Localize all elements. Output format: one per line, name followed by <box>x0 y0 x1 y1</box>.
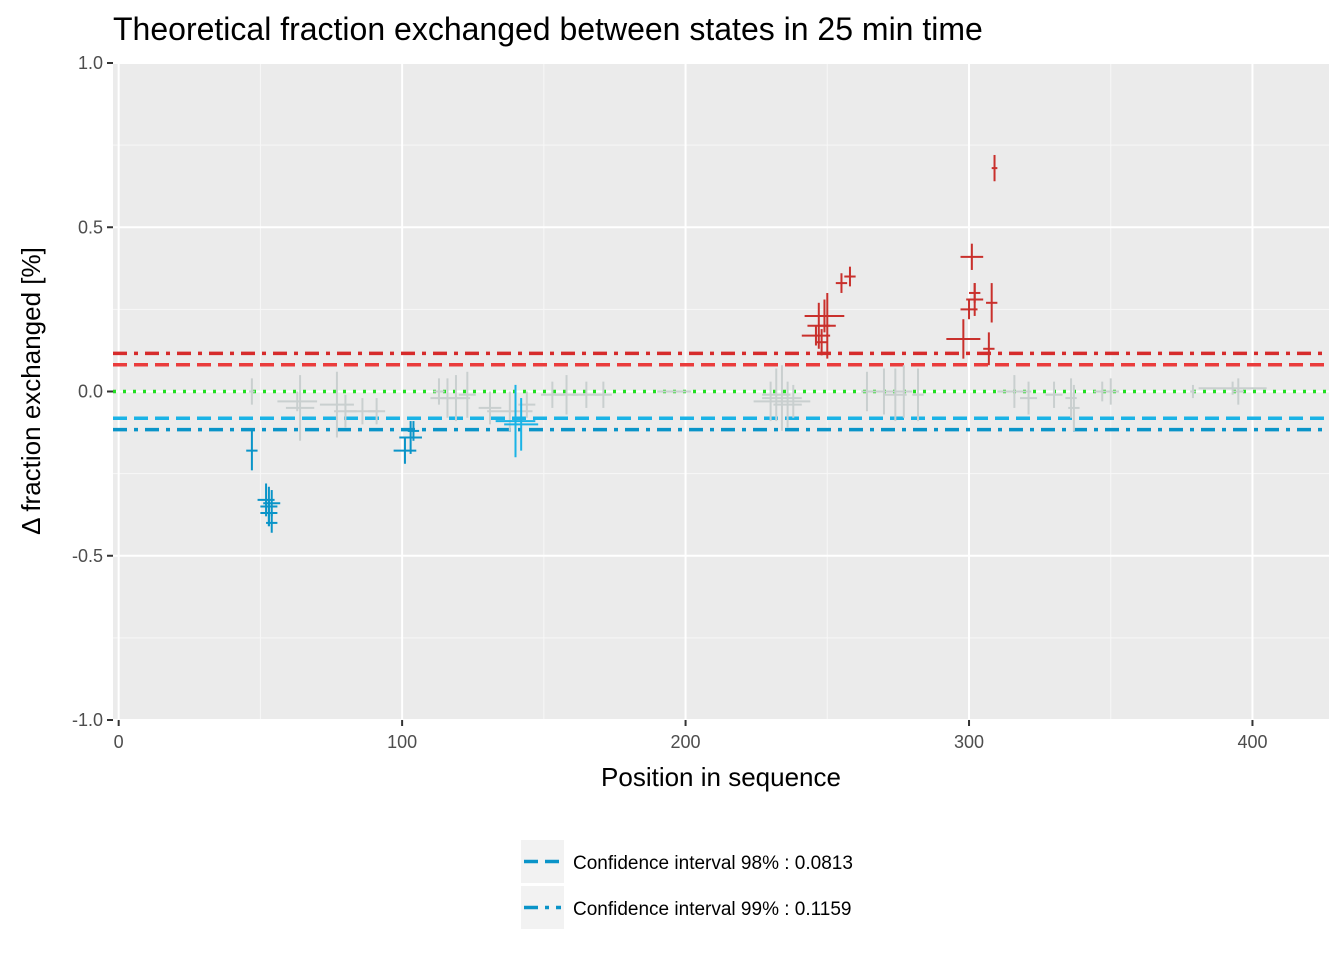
y-tick-label: -0.5 <box>72 546 103 566</box>
legend-label: Confidence interval 99% : 0.1159 <box>573 899 852 920</box>
data-point <box>1068 384 1080 431</box>
data-point <box>986 283 998 323</box>
data-point <box>407 421 420 441</box>
data-points <box>246 154 1267 533</box>
legend-item: Confidence interval 99% : 0.1159 <box>521 886 852 929</box>
y-tick-label: 1.0 <box>78 53 103 73</box>
data-point <box>815 329 828 356</box>
data-point <box>969 283 981 303</box>
data-point <box>762 365 802 431</box>
y-axis: -1.0 -0.5 0.0 0.5 1.0 <box>72 53 113 730</box>
x-axis: 0 100 200 300 400 <box>114 720 1267 752</box>
data-point <box>393 437 417 464</box>
data-point <box>478 391 502 425</box>
data-point <box>869 368 899 415</box>
data-point <box>997 375 1032 408</box>
legend-label: Confidence interval 98% : 0.0813 <box>573 853 853 874</box>
data-point <box>441 375 471 422</box>
x-tick-label: 200 <box>671 732 701 752</box>
data-point <box>804 299 845 333</box>
data-point <box>1102 378 1120 405</box>
data-point <box>960 243 984 270</box>
data-point <box>1198 381 1267 395</box>
data-point <box>1232 378 1244 405</box>
chart-title: Theoretical fraction exchanged between s… <box>113 11 983 47</box>
data-point <box>433 378 445 405</box>
data-point <box>762 368 791 422</box>
x-axis-title: Position in sequence <box>601 762 841 792</box>
legend-item: Confidence interval 98% : 0.0813 <box>521 840 853 883</box>
data-point <box>319 371 354 438</box>
data-point <box>835 273 848 293</box>
data-point <box>818 292 836 359</box>
y-tick-label: 0.0 <box>78 382 103 402</box>
data-point <box>773 381 802 428</box>
y-axis-title: Δ fraction exchanged [%] <box>16 247 46 535</box>
data-point <box>266 513 278 533</box>
y-tick-label: -1.0 <box>72 710 103 730</box>
data-point <box>844 266 856 287</box>
reference-lines <box>113 351 1329 432</box>
data-point <box>1190 384 1196 399</box>
x-tick-label: 400 <box>1237 732 1267 752</box>
data-point <box>249 378 255 405</box>
data-point <box>912 368 924 422</box>
data-point <box>504 398 539 451</box>
data-point <box>495 384 536 458</box>
data-point <box>1020 381 1038 415</box>
data-point <box>983 332 995 366</box>
x-tick-label: 100 <box>387 732 417 752</box>
y-tick-label: 0.5 <box>78 217 103 237</box>
data-point <box>594 381 612 408</box>
data-point <box>458 371 476 418</box>
data-point <box>399 421 422 454</box>
data-point <box>263 490 281 517</box>
data-point <box>946 319 981 359</box>
data-point <box>895 365 913 418</box>
data-point <box>246 430 258 471</box>
legend: Confidence interval 98% : 0.0813 Confiden… <box>521 840 853 929</box>
data-point <box>368 398 386 425</box>
data-point <box>260 499 278 527</box>
data-point <box>776 384 811 418</box>
x-tick-label: 300 <box>954 732 984 752</box>
data-point <box>991 154 998 182</box>
data-point <box>1045 381 1063 408</box>
data-point <box>285 375 315 441</box>
x-tick-label: 0 <box>114 732 124 752</box>
